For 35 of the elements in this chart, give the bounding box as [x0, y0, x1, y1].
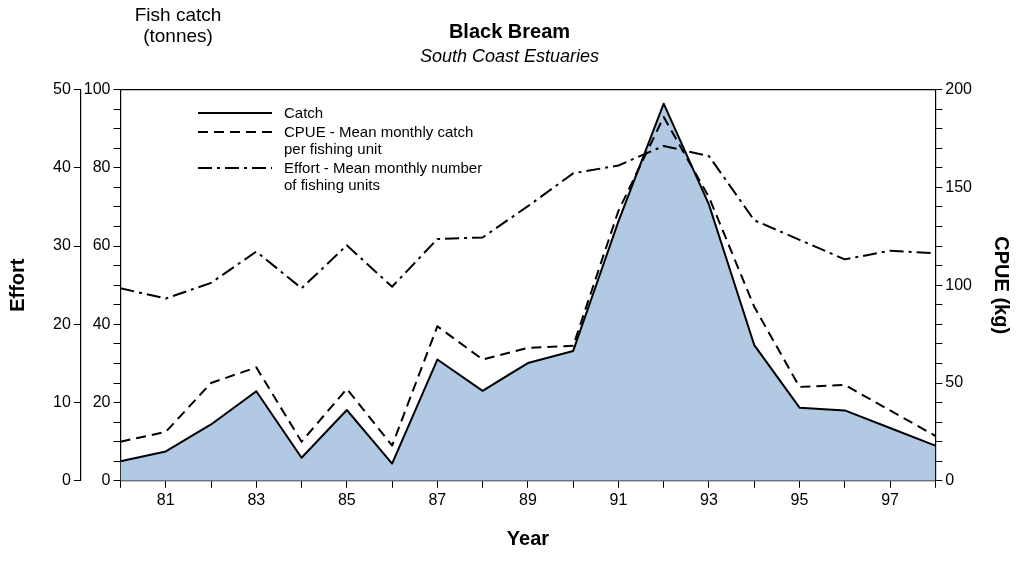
x-tick-label: 83	[247, 490, 266, 508]
chart-title: Black Bream	[448, 19, 571, 42]
y-tick-label: 80	[92, 158, 111, 176]
x-tick-label: 81	[156, 490, 175, 508]
y2-tick-label: 50	[945, 373, 964, 391]
y-tick-label: 60	[92, 236, 111, 254]
y2-tick-label: 150	[945, 177, 973, 195]
x-axis-title: Year	[506, 526, 550, 549]
x-tick-label: 87	[428, 490, 447, 508]
legend-label: CPUE - Mean monthly catch per fishing unit	[284, 123, 475, 157]
y3-tick-label: 20	[53, 314, 71, 332]
y-tick-label: 40	[92, 314, 111, 332]
x-tick-label: 91	[609, 490, 628, 508]
y2-axis-title: CPUE (kg)	[991, 236, 1014, 335]
y-tick-label: 20	[92, 392, 111, 410]
y3-tick-label: 50	[53, 80, 71, 98]
y-axis-title: Fish catch (tonnes)	[133, 4, 223, 46]
y-tick-label: 0	[101, 471, 111, 489]
chart-subtitle: South Coast Estuaries	[419, 45, 600, 66]
x-tick-label: 97	[881, 490, 900, 508]
y3-tick-label: 40	[53, 158, 71, 176]
legend-label: Effort - Mean monthly number of fishing units	[284, 159, 484, 193]
y-tick-label: 100	[83, 80, 111, 98]
y2-tick-label: 100	[945, 275, 973, 293]
y3-tick-label: 10	[53, 392, 71, 410]
y3-axis-title: Effort	[5, 258, 28, 312]
y3-tick-label: 0	[61, 471, 71, 489]
legend-label: Catch	[284, 104, 325, 121]
x-tick-label: 95	[790, 490, 809, 508]
x-tick-label: 89	[519, 490, 537, 508]
x-tick-label: 85	[337, 490, 356, 508]
y2-tick-label: 0	[945, 471, 955, 489]
y3-tick-label: 30	[53, 236, 71, 254]
x-tick-label: 93	[700, 490, 718, 508]
y2-tick-label: 200	[945, 80, 973, 98]
